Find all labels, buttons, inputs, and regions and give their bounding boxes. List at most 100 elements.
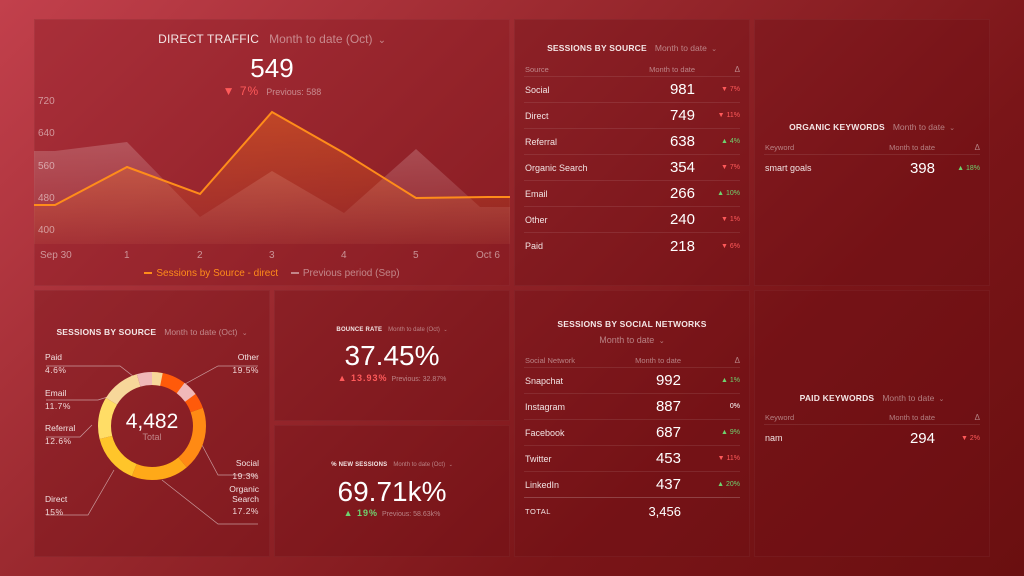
chevron-down-icon: ⌄	[443, 328, 448, 333]
previous-value: Previous: 588	[266, 87, 322, 97]
column-header[interactable]: Keyword	[765, 413, 795, 422]
chevron-down-icon: ⌄	[938, 396, 945, 403]
total-label: Total	[142, 432, 162, 442]
donut-label-direct[interactable]: Direct 15%	[45, 494, 68, 517]
period-dropdown[interactable]: Month to date ⌄	[599, 335, 665, 345]
table-row: smart goals 398 ▲ 18%	[764, 155, 980, 181]
row-value: 294	[909, 429, 935, 447]
row-delta: ▼ 1%	[721, 216, 740, 223]
x-tick: Oct 6	[476, 250, 500, 261]
column-header[interactable]: Month to date	[635, 356, 681, 365]
widget-title: % NEW SESSIONS	[331, 462, 388, 468]
widget-title: ORGANIC KEYWORDS	[789, 122, 885, 132]
donut-label-email[interactable]: Email 11.7%	[45, 388, 71, 411]
row-label: Paid	[525, 241, 544, 251]
row-value: 437	[655, 476, 681, 493]
widget-title: SESSIONS BY SOURCE	[56, 327, 157, 337]
column-header[interactable]: Δ	[734, 65, 740, 74]
period-dropdown[interactable]: Month to date (Oct) ⌄	[388, 327, 448, 333]
row-value: 453	[655, 450, 681, 467]
bounce-rate-widget: BOUNCE RATE Month to date (Oct) ⌄ 37.45% …	[274, 290, 510, 421]
row-label: Snapchat	[525, 375, 564, 386]
delta-line: ▼ 7% Previous: 588	[34, 84, 510, 98]
table-row: nam 294 ▼ 2%	[764, 425, 980, 451]
table-row: Other 240 ▼ 1%	[524, 207, 740, 233]
row-value: 638	[669, 133, 695, 150]
legend-item-previous[interactable]: Previous period (Sep)	[290, 268, 400, 279]
current-period-area	[34, 112, 510, 244]
column-header[interactable]: Month to date	[889, 143, 935, 152]
paid-keywords-widget: PAID KEYWORDS Month to date ⌄ Keyword Mon…	[754, 290, 990, 557]
column-header[interactable]: Δ	[734, 356, 740, 365]
delta-line: ▲ 19% Previous: 58.63k%	[274, 508, 510, 518]
period-dropdown[interactable]: Month to date ⌄	[892, 122, 955, 132]
donut-label-other[interactable]: Other 19.5%	[232, 352, 259, 375]
widget-header: SESSIONS BY SOURCE Month to date ⌄	[514, 43, 750, 53]
period-dropdown[interactable]: Month to date ⌄	[654, 43, 717, 53]
donut-slices	[98, 372, 206, 480]
table-row: Paid 218 ▼ 6%	[524, 233, 740, 259]
new-sessions-widget: % NEW SESSIONS Month to date (Oct) ⌄ 69.7…	[274, 425, 510, 557]
donut-label-paid[interactable]: Paid 4.6%	[45, 352, 67, 375]
table-row: Snapchat 992 ▲ 1%	[524, 368, 740, 394]
column-header[interactable]: Keyword	[765, 143, 795, 152]
column-header[interactable]: Source	[525, 65, 549, 74]
delta-percent: ▼ 7%	[222, 84, 260, 98]
row-value: 354	[669, 159, 695, 176]
chevron-down-icon: ⌄	[711, 46, 717, 53]
row-label: Email	[525, 188, 548, 199]
legend-item-current[interactable]: Sessions by Source - direct	[144, 268, 278, 279]
period-dropdown[interactable]: Month to date (Oct) ⌄	[269, 32, 386, 46]
organic-keywords-widget: ORGANIC KEYWORDS Month to date ⌄ Keyword …	[754, 19, 990, 286]
table-header: Social Network Month to date Δ	[524, 354, 740, 368]
row-delta: ▲ 1%	[721, 377, 740, 384]
row-value: 749	[669, 107, 695, 124]
row-value: 218	[669, 237, 695, 255]
donut-label-organic-search[interactable]: Organic Search 17.2%	[229, 484, 259, 516]
widget-title: SESSIONS BY SOURCE	[547, 43, 647, 53]
x-tick: Sep 30	[40, 250, 72, 261]
social-table: Social Network Month to date Δ Snapchat 9…	[524, 354, 740, 524]
period-dropdown[interactable]: Month to date ⌄	[882, 393, 945, 403]
direct-traffic-value: 549	[250, 53, 294, 83]
row-delta: ▼ 11%	[717, 112, 740, 119]
widget-title: SESSIONS BY SOCIAL NETWORKS	[557, 319, 707, 329]
table-total-row: TOTAL 3,456	[524, 498, 740, 524]
table-row: Direct 749 ▼ 11%	[524, 103, 740, 129]
column-header[interactable]: Social Network	[525, 356, 576, 365]
chevron-down-icon: ⌄	[377, 35, 386, 46]
sessions-by-source-donut-widget: SESSIONS BY SOURCE Month to date (Oct) ⌄ …	[34, 290, 270, 557]
widget-header: % NEW SESSIONS Month to date (Oct) ⌄	[274, 462, 510, 468]
table-row: Social 981 ▼ 7%	[524, 77, 740, 103]
bounce-rate-value: 37.45%	[344, 340, 440, 371]
chart-legend: Sessions by Source - direct Previous per…	[34, 268, 510, 279]
current-period-line	[34, 110, 510, 206]
column-header[interactable]: Month to date	[889, 413, 935, 422]
direct-traffic-area-chart	[34, 110, 510, 244]
row-label: LinkedIn	[525, 479, 560, 490]
period-dropdown[interactable]: Month to date (Oct) ⌄	[164, 327, 248, 337]
table-header: Source Month to date Δ	[524, 63, 740, 77]
previous-value: Previous: 32.87%	[391, 376, 447, 383]
table-row: LinkedIn 437 ▲ 20%	[524, 472, 740, 498]
row-label: Twitter	[525, 453, 552, 464]
row-label: Other	[525, 214, 548, 225]
table-row: Email 266 ▲ 10%	[524, 181, 740, 207]
column-header[interactable]: Δ	[974, 143, 980, 152]
direct-traffic-widget: DIRECT TRAFFIC Month to date (Oct) ⌄ 549 …	[34, 19, 510, 286]
row-delta: ▼ 11%	[717, 455, 740, 462]
row-value: 398	[909, 159, 935, 177]
column-header[interactable]: Month to date	[649, 65, 695, 74]
period-dropdown[interactable]: Month to date (Oct) ⌄	[393, 462, 453, 468]
row-label: Direct	[525, 110, 549, 121]
table-header: Keyword Month to date Δ	[764, 411, 980, 425]
column-header[interactable]: Δ	[974, 413, 980, 422]
table-row: Referral 638 ▲ 4%	[524, 129, 740, 155]
total-label: TOTAL	[525, 506, 551, 516]
row-label: Social	[525, 84, 550, 95]
y-tick: 560	[38, 161, 55, 172]
table-row: Twitter 453 ▼ 11%	[524, 446, 740, 472]
donut-label-referral[interactable]: Referral 12.6%	[45, 423, 76, 446]
sessions-table: Source Month to date Δ Social 981 ▼ 7% Dir…	[524, 63, 740, 259]
donut-label-social[interactable]: Social 19.3%	[232, 458, 259, 481]
